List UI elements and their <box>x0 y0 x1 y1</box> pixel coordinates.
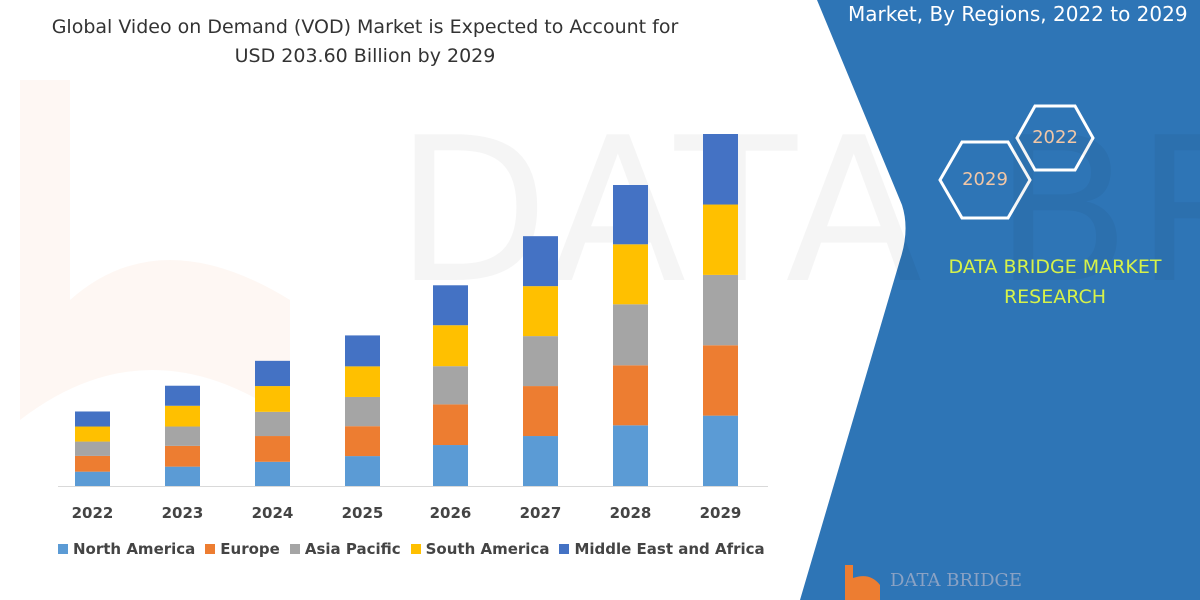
bar-2028-south-america <box>613 244 648 305</box>
bar-2022-europe <box>75 455 110 472</box>
legend-label: Middle East and Africa <box>574 540 765 558</box>
bar-2029-south-america <box>703 204 738 275</box>
bar-2025-asia-pacific <box>345 396 380 427</box>
bar-2024-middle-east-and-africa <box>255 360 290 387</box>
bar-2026-north-america <box>433 445 468 486</box>
legend-swatch <box>410 544 421 554</box>
x-tick-label: 2023 <box>162 504 204 522</box>
bar-2024-south-america <box>255 386 290 412</box>
legend-swatch <box>205 544 216 554</box>
bar-2026-europe <box>433 404 468 446</box>
bar-2025-south-america <box>345 366 380 397</box>
bar-2024-asia-pacific <box>255 411 290 437</box>
side-panel <box>800 0 1200 600</box>
legend-item: Asia Pacific <box>289 540 401 558</box>
bar-2023-south-america <box>165 405 200 427</box>
legend: North America Europe Asia Pacific South Ame… <box>58 540 765 558</box>
chart-title-line-1: Global Video on Demand (VOD) Market is E… <box>51 16 679 38</box>
bar-2022-north-america <box>75 471 110 486</box>
bar-2027-south-america <box>523 286 558 337</box>
panel-heading: Market, By Regions, 2022 to 2029 <box>848 2 1188 26</box>
legend-item: South America <box>410 540 550 558</box>
legend-item: Europe <box>205 540 280 558</box>
hexagon-2029 <box>938 140 1032 220</box>
x-tick-label: 2028 <box>610 504 652 522</box>
bar-2028-middle-east-and-africa <box>613 185 648 245</box>
bar-2023-europe <box>165 445 200 467</box>
bar-2025-europe <box>345 426 380 457</box>
bar-2029-north-america <box>703 415 738 486</box>
legend-item: Middle East and Africa <box>559 540 765 558</box>
legend-label: South America <box>425 540 550 558</box>
bar-2025-middle-east-and-africa <box>345 335 380 367</box>
hex-year-2029: 2029 <box>962 169 1008 190</box>
legend-swatch <box>58 544 68 554</box>
logo-b-icon <box>845 565 880 600</box>
x-tick-label: 2026 <box>430 504 472 522</box>
legend-label: Asia Pacific <box>304 540 401 558</box>
x-tick-label: 2025 <box>342 504 384 522</box>
bar-2023-north-america <box>165 466 200 486</box>
x-tick-label: 2024 <box>252 504 294 522</box>
bar-2022-middle-east-and-africa <box>75 411 110 427</box>
bar-2026-asia-pacific <box>433 366 468 405</box>
bar-2027-asia-pacific <box>523 336 558 387</box>
logo-text: DATA BRIDGE <box>890 570 1023 591</box>
legend-swatch <box>559 544 570 554</box>
brand-line-2: RESEARCH <box>1003 286 1107 308</box>
bar-2026-south-america <box>433 325 468 367</box>
legend-label: Europe <box>220 540 280 558</box>
bar-2029-middle-east-and-africa <box>703 134 738 205</box>
bar-2028-europe <box>613 365 648 426</box>
stacked-bar-chart: 2022 2023 2024 2025 2026 2027 2028 2029 <box>58 134 768 522</box>
bar-2023-asia-pacific <box>165 426 200 446</box>
bar-2028-asia-pacific <box>613 304 648 366</box>
chart-title-line-2: USD 203.60 Billion by 2029 <box>234 45 496 67</box>
bar-2029-europe <box>703 345 738 416</box>
legend-swatch <box>289 544 300 554</box>
x-tick-label: 2029 <box>700 504 742 522</box>
bar-2029-asia-pacific <box>703 274 738 346</box>
watermark-logo <box>20 80 290 420</box>
bar-2022-asia-pacific <box>75 441 110 456</box>
bar-2028-north-america <box>613 425 648 486</box>
bar-2022-south-america <box>75 426 110 442</box>
bar-2024-europe <box>255 436 290 462</box>
x-tick-label: 2022 <box>72 504 114 522</box>
bar-2026-middle-east-and-africa <box>433 285 468 326</box>
hex-year-2022: 2022 <box>1032 127 1078 148</box>
legend-item: North America <box>58 540 195 558</box>
bar-2025-north-america <box>345 456 380 486</box>
bar-2023-middle-east-and-africa <box>165 385 200 406</box>
bar-2027-europe <box>523 386 558 437</box>
x-tick-label: 2027 <box>520 504 562 522</box>
bar-2024-north-america <box>255 461 290 486</box>
bar-2027-north-america <box>523 436 558 486</box>
bar-2027-middle-east-and-africa <box>523 236 558 287</box>
legend-label: North America <box>73 540 196 558</box>
hexagon-2022 <box>1015 104 1095 172</box>
brand-line-1: DATA BRIDGE MARKET <box>948 256 1162 278</box>
